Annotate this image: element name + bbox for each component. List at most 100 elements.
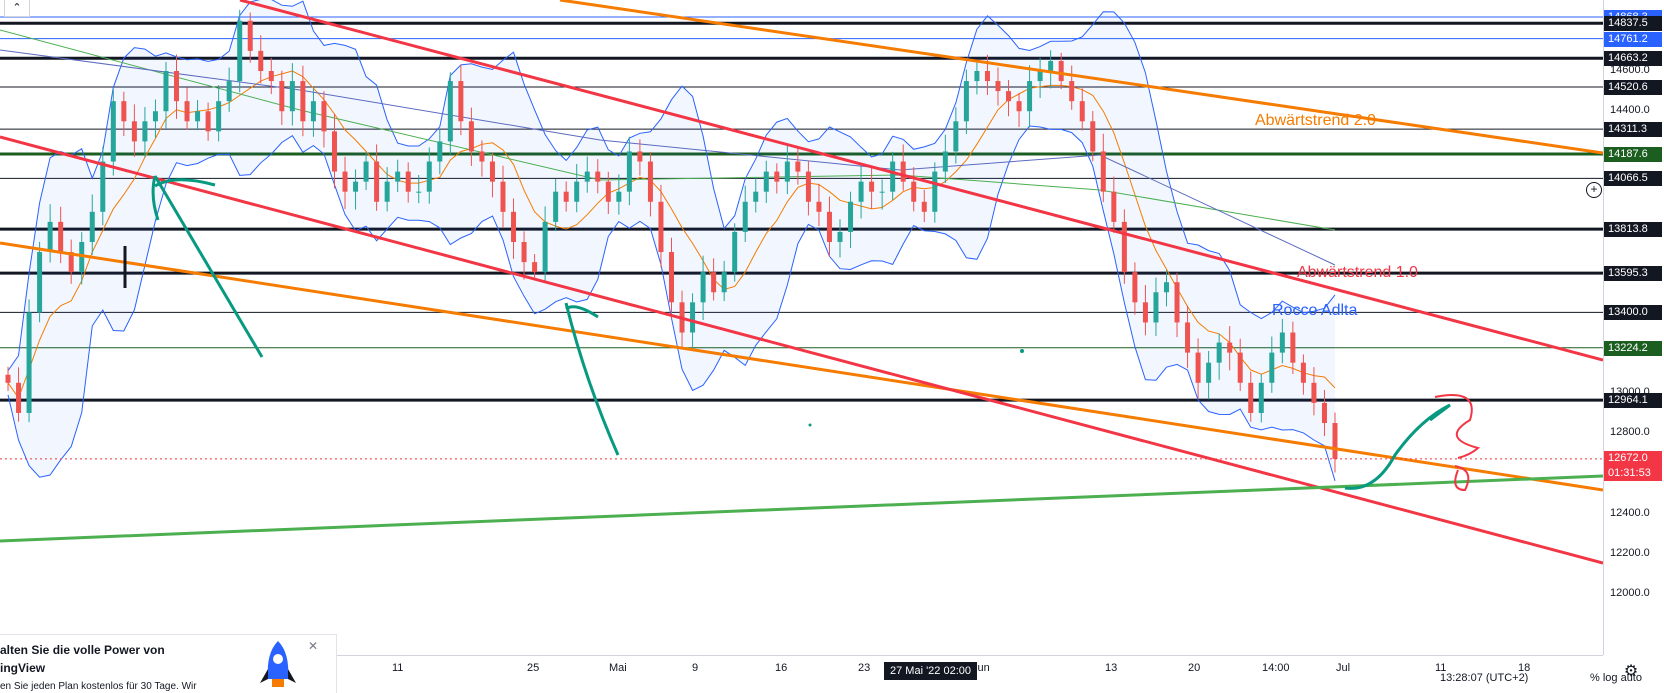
teal-projection [1344, 403, 1451, 490]
time-tick-label: 13 [1105, 662, 1118, 674]
chevron-up-icon: ⌃ [12, 2, 22, 14]
candle-body [300, 81, 306, 122]
moving-average-mid [0, 49, 1336, 266]
price-tick-label: 12800.0 [1610, 426, 1650, 439]
candle-body [532, 262, 538, 273]
teal-dot-2 [808, 423, 812, 427]
bollinger-upper [7, 0, 1336, 371]
candlesticks [5, 9, 1338, 473]
candle-body [1237, 352, 1243, 383]
plus-circle-icon[interactable]: + [1586, 182, 1602, 198]
candle-body [826, 211, 832, 242]
candle-body [247, 20, 253, 51]
time-tick-label: 23 [858, 662, 871, 674]
candle-body [205, 111, 211, 132]
red-scribble [1434, 394, 1481, 492]
candle-body [911, 181, 917, 202]
candle-body [574, 181, 580, 202]
candle-body [405, 171, 411, 192]
candle-body [900, 161, 906, 182]
candle-body [595, 171, 601, 182]
candle-body [37, 252, 43, 313]
candle-body [500, 181, 506, 212]
candle-body [869, 181, 875, 192]
price-tag-12: 12964.1 [1604, 393, 1662, 409]
price-tick-label: 14600.0 [1610, 64, 1650, 76]
candle-body [1227, 342, 1233, 353]
candle-body [100, 161, 106, 212]
candle-body [637, 151, 643, 162]
candle-body [458, 81, 464, 122]
time-tick-label: 16 [775, 662, 788, 674]
label-rocco-adlta[interactable]: Rocco Adlta [1272, 302, 1358, 319]
candle-body [721, 272, 727, 293]
price-tag-1: 14837.5 [1604, 16, 1662, 32]
candle-body [1206, 362, 1212, 383]
price-tag-9: 13595.3 [1604, 266, 1662, 282]
price-tick-label: 14400.0 [1610, 104, 1650, 117]
candle-body [626, 151, 632, 192]
candle-body [669, 252, 674, 303]
price-tick-label: 12400.0 [1610, 506, 1650, 519]
candle-body [879, 191, 885, 193]
time-tick-label: 14:00 [1262, 662, 1290, 674]
candle-body [995, 81, 1001, 92]
candle-body [1079, 101, 1085, 122]
close-icon[interactable]: ✕ [307, 639, 319, 653]
candle-body [942, 151, 948, 172]
candle-body [363, 161, 369, 182]
candle-body [58, 221, 64, 253]
candle-body [226, 81, 232, 102]
teal-arrow-2 [564, 302, 620, 456]
trendline-support-green[interactable] [0, 474, 1603, 543]
moving-average-slow [0, 29, 1336, 231]
candle-body [1311, 382, 1317, 403]
promo-banner[interactable]: alten Sie die volle Power von ingView en… [0, 634, 337, 693]
chart-pane[interactable]: Abwärtstrend 2.0 Abwärtstrend 1.0 Rocco … [0, 0, 1603, 655]
candle-body [437, 141, 443, 162]
candle-body [279, 81, 285, 112]
candle-body [374, 161, 380, 202]
candle-body [795, 161, 801, 172]
candle-body [1006, 91, 1012, 102]
candle-body [152, 111, 158, 122]
trendlines [0, 0, 1603, 565]
scale-mode-label[interactable]: % log auto [1590, 672, 1642, 684]
trendline-abwaertstrend-1-lower[interactable] [0, 135, 1603, 565]
gear-icon[interactable]: ⚙ [1623, 663, 1639, 680]
label-abwaertstrend-2[interactable]: Abwärtstrend 2.0 [1255, 112, 1376, 129]
time-tick-label: Jul [1336, 662, 1351, 674]
candle-body [1132, 272, 1138, 303]
candle-body [395, 171, 401, 182]
trendline-abwaertstrend-2-lower[interactable] [0, 241, 1603, 492]
candle-body [805, 171, 811, 202]
candle-body [1048, 60, 1054, 71]
candle-body [195, 111, 201, 122]
candle-body [174, 71, 180, 102]
candle-body [1269, 352, 1275, 383]
candle-body [468, 121, 474, 152]
clock-label[interactable]: 13:28:07 (UTC+2) [1440, 672, 1529, 684]
price-tag-11: 13224.2 [1604, 340, 1662, 356]
label-abwaertstrend-1[interactable]: Abwärtstrend 1.0 [1297, 264, 1418, 281]
freehand-drawings [151, 175, 1481, 492]
price-axis[interactable]: 12000.0 12200.0 12400.0 12800.0 13000.0 14400… [1603, 0, 1664, 655]
candle-body [16, 382, 22, 413]
trendline-abwaertstrend-1-upper[interactable] [239, 0, 1603, 362]
candle-body [605, 181, 611, 202]
candle-body [511, 211, 517, 242]
time-tick-label: 20 [1188, 662, 1201, 674]
candle-body [121, 101, 127, 122]
price-chart-svg[interactable] [0, 0, 1603, 655]
price-tag-5: 14311.3 [1604, 122, 1662, 138]
candle-body [848, 201, 854, 232]
candle-body [331, 131, 337, 172]
candle-body [890, 161, 896, 192]
candle-body [1153, 292, 1159, 323]
collapse-button[interactable]: ⌃ [4, 0, 30, 17]
candle-body [489, 161, 495, 182]
candle-body [426, 161, 432, 192]
candle-body [753, 191, 759, 202]
teal-arrow-1 [151, 175, 264, 358]
trendline-abwaertstrend-2-upper[interactable] [559, 0, 1603, 155]
